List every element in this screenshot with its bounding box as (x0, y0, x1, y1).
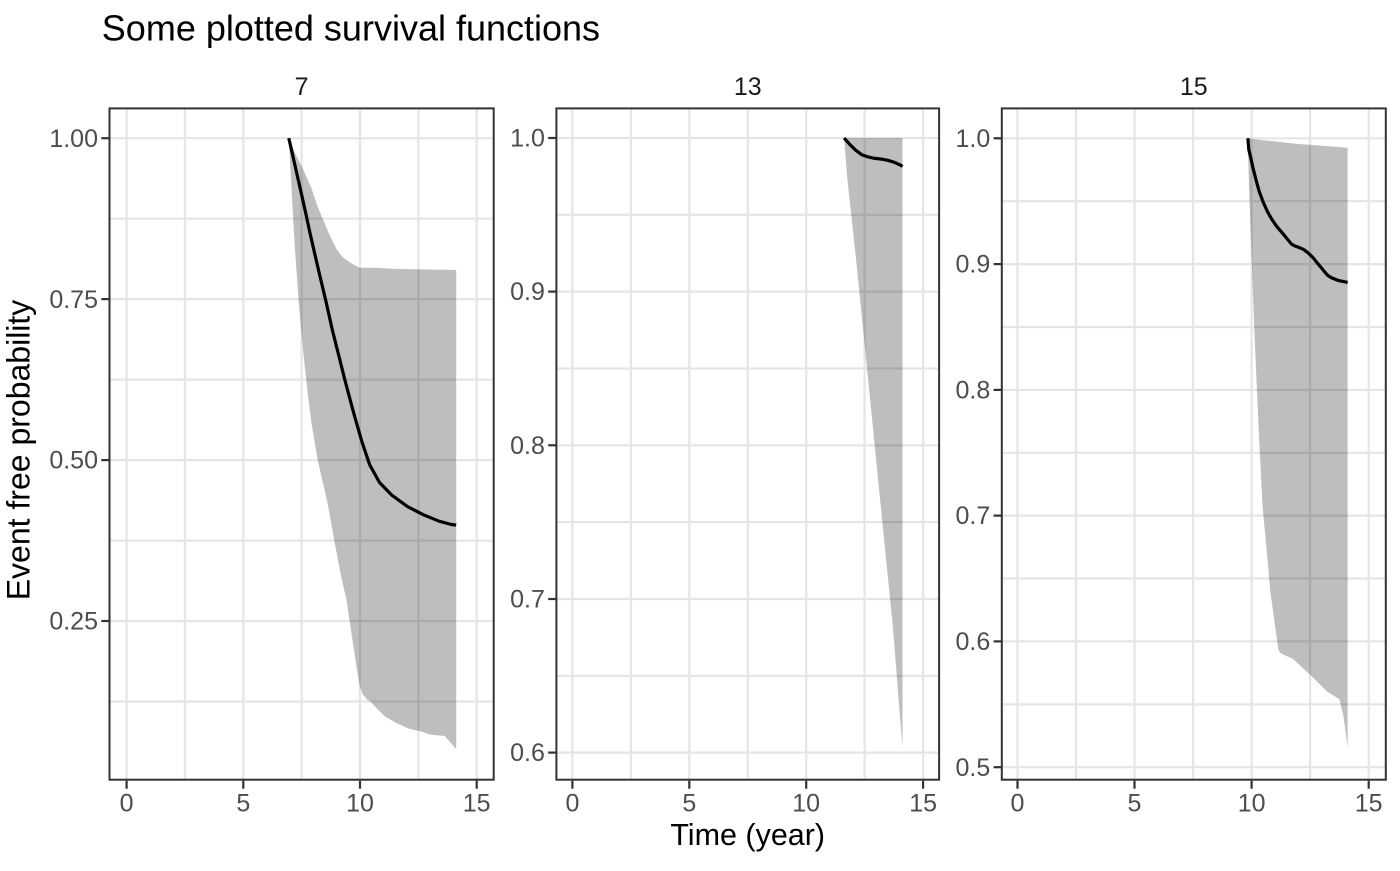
svg-text:Time (year): Time (year) (670, 818, 825, 852)
svg-text:0: 0 (565, 790, 579, 818)
svg-text:0: 0 (1011, 790, 1025, 818)
svg-text:10: 10 (792, 790, 820, 818)
svg-text:0.9: 0.9 (510, 278, 545, 306)
svg-text:1.0: 1.0 (510, 125, 545, 153)
svg-text:0.9: 0.9 (956, 251, 991, 279)
svg-text:13: 13 (734, 73, 762, 101)
svg-text:0.25: 0.25 (49, 608, 98, 636)
svg-text:1.0: 1.0 (956, 125, 991, 153)
svg-text:0.7: 0.7 (956, 502, 991, 530)
svg-text:Some plotted survival function: Some plotted survival functions (102, 7, 600, 48)
svg-text:0.8: 0.8 (510, 432, 545, 460)
svg-text:0.5: 0.5 (956, 754, 991, 782)
svg-text:10: 10 (346, 790, 374, 818)
svg-text:15: 15 (1355, 790, 1383, 818)
svg-text:5: 5 (1128, 790, 1142, 818)
svg-text:0.6: 0.6 (956, 628, 991, 656)
svg-text:0: 0 (120, 790, 134, 818)
svg-text:1.00: 1.00 (49, 125, 98, 153)
svg-text:15: 15 (1180, 73, 1208, 101)
svg-text:0.7: 0.7 (510, 586, 545, 614)
svg-text:15: 15 (909, 790, 937, 818)
svg-text:0.50: 0.50 (49, 447, 98, 475)
svg-text:0.8: 0.8 (956, 377, 991, 405)
svg-text:0.6: 0.6 (510, 739, 545, 767)
svg-text:10: 10 (1238, 790, 1266, 818)
svg-text:15: 15 (463, 790, 491, 818)
svg-text:Event free probability: Event free probability (1, 300, 37, 601)
svg-text:0.75: 0.75 (49, 286, 98, 314)
svg-text:5: 5 (682, 790, 696, 818)
svg-text:5: 5 (236, 790, 250, 818)
svg-text:7: 7 (295, 73, 309, 101)
